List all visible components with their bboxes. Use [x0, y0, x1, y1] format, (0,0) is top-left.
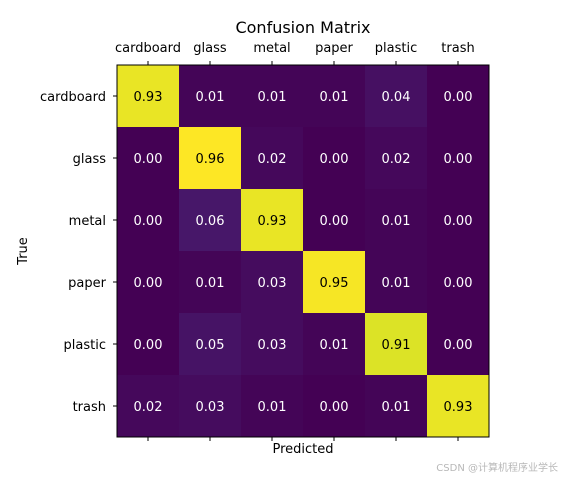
heatmap-cell	[427, 65, 489, 127]
y-tick-label: glass	[73, 152, 107, 167]
x-tick-label: cardboard	[115, 41, 181, 56]
heatmap-cell	[427, 313, 489, 375]
x-tick-label: glass	[193, 41, 227, 56]
x-tick-label: paper	[315, 41, 353, 56]
cell-value-label: 0.01	[196, 90, 225, 105]
heatmap-cell	[117, 375, 179, 437]
heatmap-cell	[365, 375, 427, 437]
cell-value-label: 0.02	[258, 152, 287, 167]
y-tick-label: trash	[73, 400, 106, 415]
y-axis-label: True	[16, 237, 31, 266]
heatmap-cell	[365, 251, 427, 313]
heatmap-cell	[303, 375, 365, 437]
cell-value-label: 0.00	[444, 152, 473, 167]
x-axis-label: Predicted	[272, 442, 333, 457]
cell-value-label: 0.00	[444, 338, 473, 353]
heatmap-cell	[117, 251, 179, 313]
cell-value-label: 0.01	[258, 90, 287, 105]
heatmap-cell	[365, 313, 427, 375]
heatmap-cell	[365, 189, 427, 251]
cell-value-label: 0.91	[382, 338, 411, 353]
x-tick-label: plastic	[375, 41, 417, 56]
heatmap-cells	[117, 65, 489, 437]
heatmap-cell	[179, 65, 241, 127]
heatmap-cell	[117, 189, 179, 251]
heatmap-cell	[303, 189, 365, 251]
cell-value-label: 0.00	[320, 214, 349, 229]
y-axis-ticks: cardboard glass metal paper plastic trash	[40, 90, 117, 415]
cell-value-label: 0.05	[196, 338, 225, 353]
cell-value-labels: 0.93 0.01 0.01 0.01 0.04 0.00 0.00 0.96 0.02 0.00…	[134, 90, 473, 415]
heatmap-cell	[427, 189, 489, 251]
heatmap-cell	[117, 313, 179, 375]
heatmap-cell	[117, 65, 179, 127]
heatmap-cell	[427, 127, 489, 189]
cell-value-label: 0.00	[134, 214, 163, 229]
cell-value-label: 0.04	[382, 90, 411, 105]
x-axis-ticks: cardboard glass metal paper plastic trash	[115, 41, 475, 441]
chart-title: Confusion Matrix	[235, 18, 370, 37]
cell-value-label: 0.01	[258, 400, 287, 415]
plot-frame	[116, 64, 490, 438]
x-tick-label: trash	[441, 41, 474, 56]
heatmap-cell	[179, 375, 241, 437]
cell-value-label: 0.03	[258, 276, 287, 291]
heatmap-cell	[179, 189, 241, 251]
cell-value-label: 0.96	[196, 152, 225, 167]
y-tick-label: plastic	[64, 338, 106, 353]
cell-value-label: 0.95	[320, 276, 349, 291]
cell-value-label: 0.01	[320, 90, 349, 105]
cell-value-label: 0.02	[134, 400, 163, 415]
heatmap-cell	[179, 127, 241, 189]
cell-value-label: 0.01	[320, 338, 349, 353]
heatmap-cell	[365, 127, 427, 189]
cell-value-label: 0.00	[320, 400, 349, 415]
cell-value-label: 0.01	[196, 276, 225, 291]
heatmap-cell	[303, 251, 365, 313]
cell-value-label: 0.00	[320, 152, 349, 167]
heatmap-cell	[241, 65, 303, 127]
y-tick-label: paper	[68, 276, 106, 291]
cell-value-label: 0.00	[134, 338, 163, 353]
heatmap-cell	[427, 251, 489, 313]
cell-value-label: 0.03	[196, 400, 225, 415]
heatmap-cell	[241, 189, 303, 251]
heatmap-cell	[117, 127, 179, 189]
cell-value-label: 0.93	[258, 214, 287, 229]
y-tick-label: metal	[69, 214, 106, 229]
heatmap-cell	[427, 375, 489, 437]
cell-value-label: 0.01	[382, 276, 411, 291]
heatmap-cell	[303, 313, 365, 375]
heatmap-cell	[241, 251, 303, 313]
cell-value-label: 0.93	[444, 400, 473, 415]
cell-value-label: 0.00	[444, 214, 473, 229]
heatmap-cell	[179, 251, 241, 313]
watermark-text: CSDN @计算机程序业学长	[436, 463, 558, 474]
cell-value-label: 0.00	[134, 152, 163, 167]
heatmap-cell	[303, 65, 365, 127]
cell-value-label: 0.00	[444, 276, 473, 291]
cell-value-label: 0.01	[382, 400, 411, 415]
heatmap-cell	[179, 313, 241, 375]
cell-value-label: 0.03	[258, 338, 287, 353]
y-tick-label: cardboard	[40, 90, 106, 105]
heatmap-cell	[241, 313, 303, 375]
cell-value-label: 0.00	[134, 276, 163, 291]
heatmap-cell	[365, 65, 427, 127]
cell-value-label: 0.02	[382, 152, 411, 167]
heatmap-cell	[241, 375, 303, 437]
cell-value-label: 0.00	[444, 90, 473, 105]
heatmap-cell	[303, 127, 365, 189]
heatmap-cell	[241, 127, 303, 189]
cell-value-label: 0.01	[382, 214, 411, 229]
x-tick-label: metal	[253, 41, 290, 56]
cell-value-label: 0.93	[134, 90, 163, 105]
cell-value-label: 0.06	[196, 214, 225, 229]
